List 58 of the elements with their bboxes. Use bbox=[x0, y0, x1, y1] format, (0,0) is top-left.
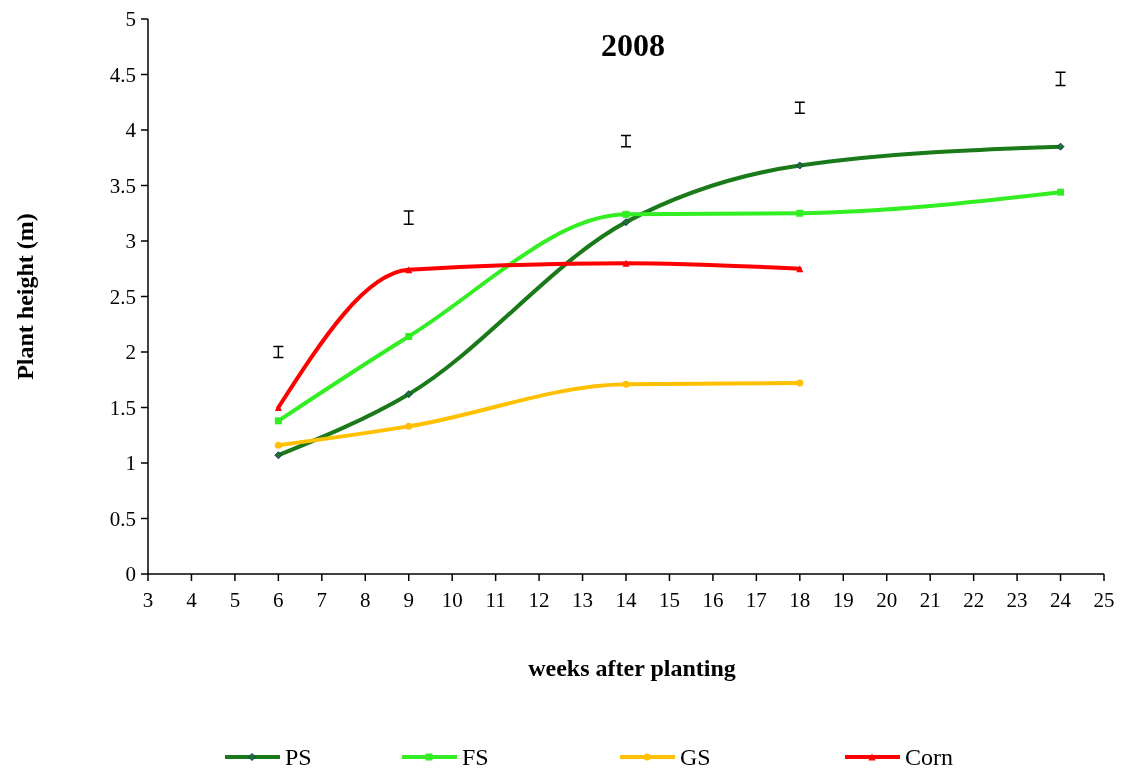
point bbox=[405, 422, 413, 430]
x-tick-label: 4 bbox=[186, 588, 198, 612]
y-tick-label: 0.5 bbox=[109, 506, 136, 531]
point bbox=[622, 380, 630, 388]
x-axis-title: weeks after planting bbox=[528, 655, 736, 681]
y-tick-label: 4.5 bbox=[109, 62, 136, 87]
x-tick-label: 24 bbox=[1050, 588, 1072, 612]
point bbox=[622, 210, 630, 218]
point bbox=[622, 259, 630, 267]
x-tick-label: 9 bbox=[403, 588, 414, 612]
y-tick-label: 2 bbox=[125, 340, 136, 365]
y-tick-label: 3 bbox=[125, 229, 136, 254]
x-tick-label: 17 bbox=[745, 588, 767, 612]
y-tick-label: 2.5 bbox=[109, 284, 136, 309]
y-tick-label: 1.5 bbox=[109, 395, 136, 420]
legend-label: Corn bbox=[905, 744, 953, 771]
x-tick-label: 19 bbox=[832, 588, 854, 612]
line-series bbox=[274, 259, 804, 411]
point bbox=[405, 332, 413, 340]
x-tick-label: 14 bbox=[615, 588, 637, 612]
x-tick-label: 8 bbox=[360, 588, 371, 612]
y-tick-label: 4 bbox=[125, 118, 137, 143]
point bbox=[1057, 188, 1065, 196]
x-tick-label: 25 bbox=[1093, 588, 1115, 612]
y-tick-label: 3.5 bbox=[109, 173, 136, 198]
x-tick-label: 15 bbox=[658, 588, 680, 612]
x-tick-label: 12 bbox=[528, 588, 550, 612]
point bbox=[404, 390, 413, 399]
point bbox=[274, 417, 282, 425]
chart-title: 2008 bbox=[601, 27, 665, 63]
point bbox=[274, 441, 282, 449]
x-tick-label: 6 bbox=[273, 588, 284, 612]
x-tick-label: 22 bbox=[963, 588, 985, 612]
legend-label: PS bbox=[285, 744, 312, 771]
x-tick-label: 21 bbox=[919, 588, 941, 612]
legend-label: FS bbox=[462, 744, 489, 771]
legend-label: GS bbox=[680, 744, 711, 771]
y-axis-title: Plant height (m) bbox=[12, 213, 38, 380]
x-tick-label: 11 bbox=[485, 588, 506, 612]
point bbox=[796, 209, 804, 217]
y-tick-label: 1 bbox=[125, 451, 136, 476]
x-tick-label: 16 bbox=[702, 588, 724, 612]
x-tick-label: 20 bbox=[876, 588, 898, 612]
x-tick-label: 5 bbox=[229, 588, 241, 612]
x-tick-label: 7 bbox=[316, 588, 328, 612]
x-tick-label: 13 bbox=[572, 588, 594, 612]
point bbox=[274, 451, 283, 460]
x-tick-label: 10 bbox=[441, 588, 463, 612]
y-tick-label: 0 bbox=[125, 562, 136, 587]
x-tick-label: 3 bbox=[142, 588, 154, 612]
point bbox=[274, 404, 282, 411]
point bbox=[622, 218, 630, 227]
point bbox=[796, 379, 804, 387]
x-tick-label: 23 bbox=[1006, 588, 1028, 612]
point bbox=[795, 161, 804, 170]
point bbox=[1056, 142, 1065, 151]
y-tick-label: 5 bbox=[125, 7, 136, 32]
x-tick-label: 18 bbox=[789, 588, 811, 612]
